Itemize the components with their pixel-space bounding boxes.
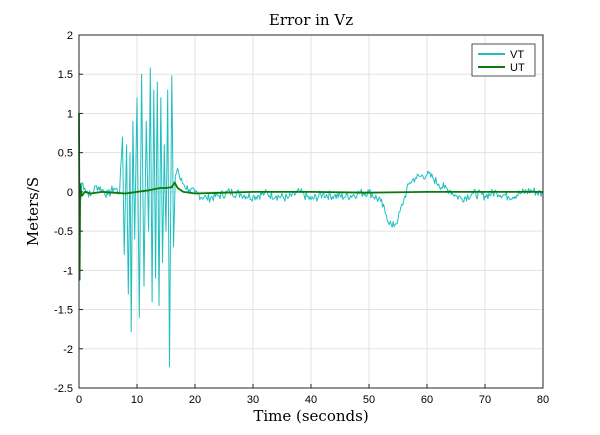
y-axis-label: Meters/S [24, 177, 42, 246]
x-tick-label: 40 [305, 394, 317, 406]
x-axis-label: Time (seconds) [253, 407, 368, 425]
y-tick-label: 0.5 [58, 148, 73, 160]
x-tick-label: 20 [189, 394, 201, 406]
x-tick-label: 0 [76, 394, 82, 406]
y-tick-label: -2.5 [54, 383, 73, 395]
y-tick-label: -2 [63, 344, 73, 356]
y-tick-label: -0.5 [54, 226, 73, 238]
y-tick-label: -1 [63, 265, 73, 277]
x-tick-label: 60 [421, 394, 433, 406]
legend-label-ut: UT [510, 62, 525, 74]
x-tick-label: 50 [363, 394, 375, 406]
series-line-ut [78, 113, 543, 281]
series-layer [78, 67, 544, 368]
tick-layer: 0 10 20 30 40 50 60 70 80 2 1.5 1 0.5 0 -0.5 -1 -1.5 -2 -2… [54, 30, 549, 406]
y-tick-label: 0 [67, 187, 73, 199]
legend-box [471, 43, 536, 77]
legend-label-vt: VT [510, 49, 524, 61]
x-tick-label: 80 [537, 394, 549, 406]
chart-title: Error in Vz [269, 11, 353, 29]
x-tick-label: 10 [131, 394, 143, 406]
y-tick-label: -1.5 [54, 305, 73, 317]
series-line-vt [78, 67, 544, 368]
y-tick-label: 1 [67, 108, 73, 120]
legend: VT UT [471, 43, 536, 77]
x-tick-label: 70 [479, 394, 491, 406]
y-tick-label: 2 [67, 30, 73, 42]
x-tick-label: 30 [247, 394, 259, 406]
y-tick-label: 1.5 [58, 69, 73, 81]
